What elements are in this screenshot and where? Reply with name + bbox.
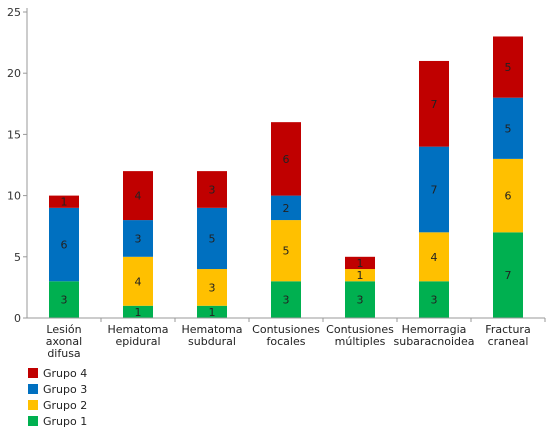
bar-segment: [271, 195, 301, 221]
legend-label: Grupo 2: [43, 398, 88, 412]
legend-swatch: [28, 384, 38, 394]
bar-segment: [419, 60, 449, 147]
legend-swatch: [28, 400, 38, 410]
data-label: 6: [61, 239, 68, 252]
bar-segment: [123, 256, 153, 306]
data-label: 6: [283, 153, 290, 166]
bar-segment: [271, 281, 301, 318]
legend-swatch: [28, 416, 38, 426]
category-label: Hematoma epidural: [108, 323, 169, 348]
data-label: 1: [61, 196, 68, 209]
data-label: 1: [209, 306, 216, 319]
data-label: 3: [431, 294, 438, 307]
y-axis: 0 5 10 15 20 25: [7, 6, 28, 325]
bar-segment: [197, 207, 227, 270]
bar-segment: [197, 171, 227, 208]
legend-label: Grupo 4: [43, 366, 88, 380]
y-tick-label: 15: [7, 128, 21, 141]
data-label: 5: [209, 232, 216, 245]
bar-segment: [345, 256, 375, 270]
bar-segment: [123, 171, 153, 221]
bar-segment: [493, 158, 523, 233]
category-label: Fractura craneal: [485, 323, 530, 348]
data-label: 5: [505, 61, 512, 74]
legend-swatch: [28, 368, 38, 378]
bar-segment: [49, 195, 79, 208]
data-label: 1: [357, 269, 364, 282]
data-label: 4: [135, 190, 142, 203]
category-label: Contusiones focales: [252, 323, 320, 348]
bar-segment: [493, 232, 523, 318]
data-label: 6: [505, 190, 512, 203]
data-label: 3: [209, 281, 216, 294]
data-label: 5: [505, 122, 512, 135]
data-label: 3: [61, 294, 68, 307]
data-label: 3: [357, 294, 364, 307]
category-label: Hematoma subdural: [182, 323, 243, 348]
y-tick-label: 25: [7, 6, 21, 19]
legend-label: Grupo 1: [43, 414, 88, 428]
data-label: 1: [357, 257, 364, 270]
bar-segment: [493, 97, 523, 159]
y-tick-label: 5: [14, 251, 21, 264]
data-label: 3: [135, 232, 142, 245]
bar-segment: [419, 146, 449, 233]
category-label: Hemorragia subaracnoidea: [394, 323, 475, 348]
legend-item: Grupo 1: [28, 413, 87, 429]
x-axis: Lesión axonal difusa Hematoma epidural Hemato…: [27, 317, 546, 360]
bar-segment: [493, 36, 523, 98]
category-label: Contusiones múltiples: [326, 323, 394, 348]
data-label: 7: [431, 98, 438, 111]
y-tick-label: 0: [14, 312, 21, 325]
y-tick-label: 10: [7, 190, 21, 203]
data-label: 5: [283, 245, 290, 258]
bar-segment: [197, 269, 227, 306]
legend: Grupo 4 Grupo 3 Grupo 2 Grupo 1: [28, 365, 87, 429]
data-label: 7: [431, 183, 438, 196]
bar-segment: [271, 122, 301, 196]
data-label: 4: [135, 275, 142, 288]
data-label: 3: [283, 294, 290, 307]
bar-segment: [345, 269, 375, 282]
y-tick-label: 20: [7, 67, 21, 80]
data-label: 1: [135, 306, 142, 319]
data-label: 7: [505, 269, 512, 282]
bar-segment: [345, 281, 375, 318]
bar-segment: [123, 220, 153, 257]
bar-segment: [271, 220, 301, 282]
bar-segment: [419, 281, 449, 318]
category-label: Lesión axonal difusa: [46, 323, 82, 360]
data-label: 4: [431, 251, 438, 264]
data-label: 3: [209, 183, 216, 196]
bar-segment: [197, 305, 227, 318]
data-label: 2: [283, 202, 290, 215]
legend-item: Grupo 3: [28, 381, 87, 397]
bar-segment: [123, 305, 153, 318]
bar-segment: [49, 281, 79, 318]
bar-segment: [49, 207, 79, 282]
legend-item: Grupo 4: [28, 365, 87, 381]
legend-item: Grupo 2: [28, 397, 87, 413]
bar-segment: [419, 232, 449, 282]
legend-label: Grupo 3: [43, 382, 88, 396]
